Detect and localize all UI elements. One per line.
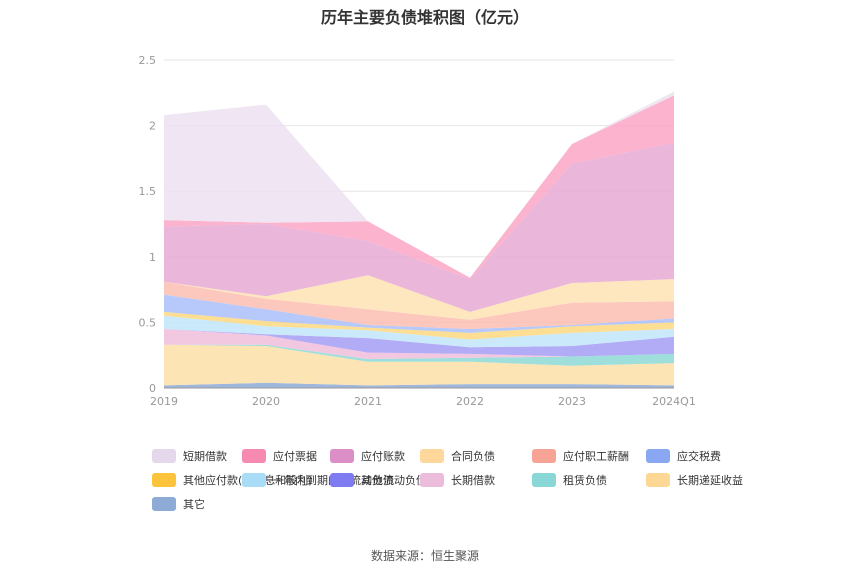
legend-item[interactable]: 其它 [152,496,205,512]
y-tick-label: 2.5 [139,54,157,67]
legend-label: 应付票据 [273,450,317,463]
area-长期递延收益 [164,344,674,386]
y-tick-label: 0 [149,382,156,395]
legend-label: 应付账款 [361,450,405,463]
legend-item[interactable]: 合同负债 [420,448,495,464]
legend-swatch [242,473,266,487]
source-note: 数据来源：恒生聚源 [370,549,479,563]
legend-item[interactable]: 应付票据 [242,448,317,464]
x-tick-label: 2020 [252,395,280,408]
area-应付账款 [164,142,674,312]
legend-swatch [152,449,176,463]
area-其它 [164,382,674,388]
legend-item[interactable]: 租赁负债 [532,472,607,488]
area-其他流动负债 [164,329,674,357]
area-其他应付款(含利息和股利) [164,311,674,340]
area-一年内到期的非流动负债 [164,315,674,348]
legend-item[interactable]: 应付职工薪酬 [532,448,629,464]
x-tick-label: 2022 [456,395,484,408]
legend-item[interactable]: 其他流动负债 [330,472,427,488]
area-应付职工薪酬 [164,281,674,329]
legend-label: 长期借款 [451,474,495,487]
y-tick-label: 2 [149,120,156,133]
legend-label: 长期递延收益 [677,474,743,487]
area-series [164,91,674,388]
legend-swatch [152,473,176,487]
area-应交税费 [164,294,674,333]
area-短期借款 [164,91,674,278]
legend-item[interactable]: 长期递延收益 [646,472,743,488]
legend-label: 合同负债 [451,450,495,463]
y-tick-label: 1.5 [139,185,157,198]
legend-swatch [152,497,176,511]
area-租赁负债 [164,344,674,366]
legend-label: 短期借款 [183,450,227,463]
legend-swatch [330,449,354,463]
legend-item[interactable]: 短期借款 [152,448,227,464]
legend-swatch [646,449,670,463]
y-tick-label: 1 [149,251,156,264]
legend-item[interactable]: 应交税费 [646,448,721,464]
legend-swatch [532,449,556,463]
area-合同负债 [164,275,674,320]
x-tick-label: 2021 [354,395,382,408]
chart-title: 历年主要负债堆积图（亿元） [320,8,529,27]
legend-label: 其他流动负债 [361,474,427,487]
legend-label: 其它 [183,498,205,511]
x-tick-label: 2024Q1 [652,395,696,408]
legend-label: 应付职工薪酬 [563,450,629,463]
legend-label: 应交税费 [677,450,721,463]
y-tick-label: 0.5 [139,316,157,329]
legend-swatch [242,449,266,463]
legend-swatch [532,473,556,487]
legend-swatch [420,449,444,463]
legend-swatch [420,473,444,487]
legend-swatch [330,473,354,487]
area-长期借款 [164,329,674,360]
axes: 0 0.5 1 1.5 2 2.5 2019 2020 2021 2022 2023 2024Q1 [139,54,696,408]
x-tick-label: 2019 [150,395,178,408]
legend-swatch [646,473,670,487]
legend-item[interactable]: 长期借款 [420,472,495,488]
legend-label: 租赁负债 [563,474,607,487]
legend-item[interactable]: 应付账款 [330,448,405,464]
x-tick-label: 2023 [558,395,586,408]
